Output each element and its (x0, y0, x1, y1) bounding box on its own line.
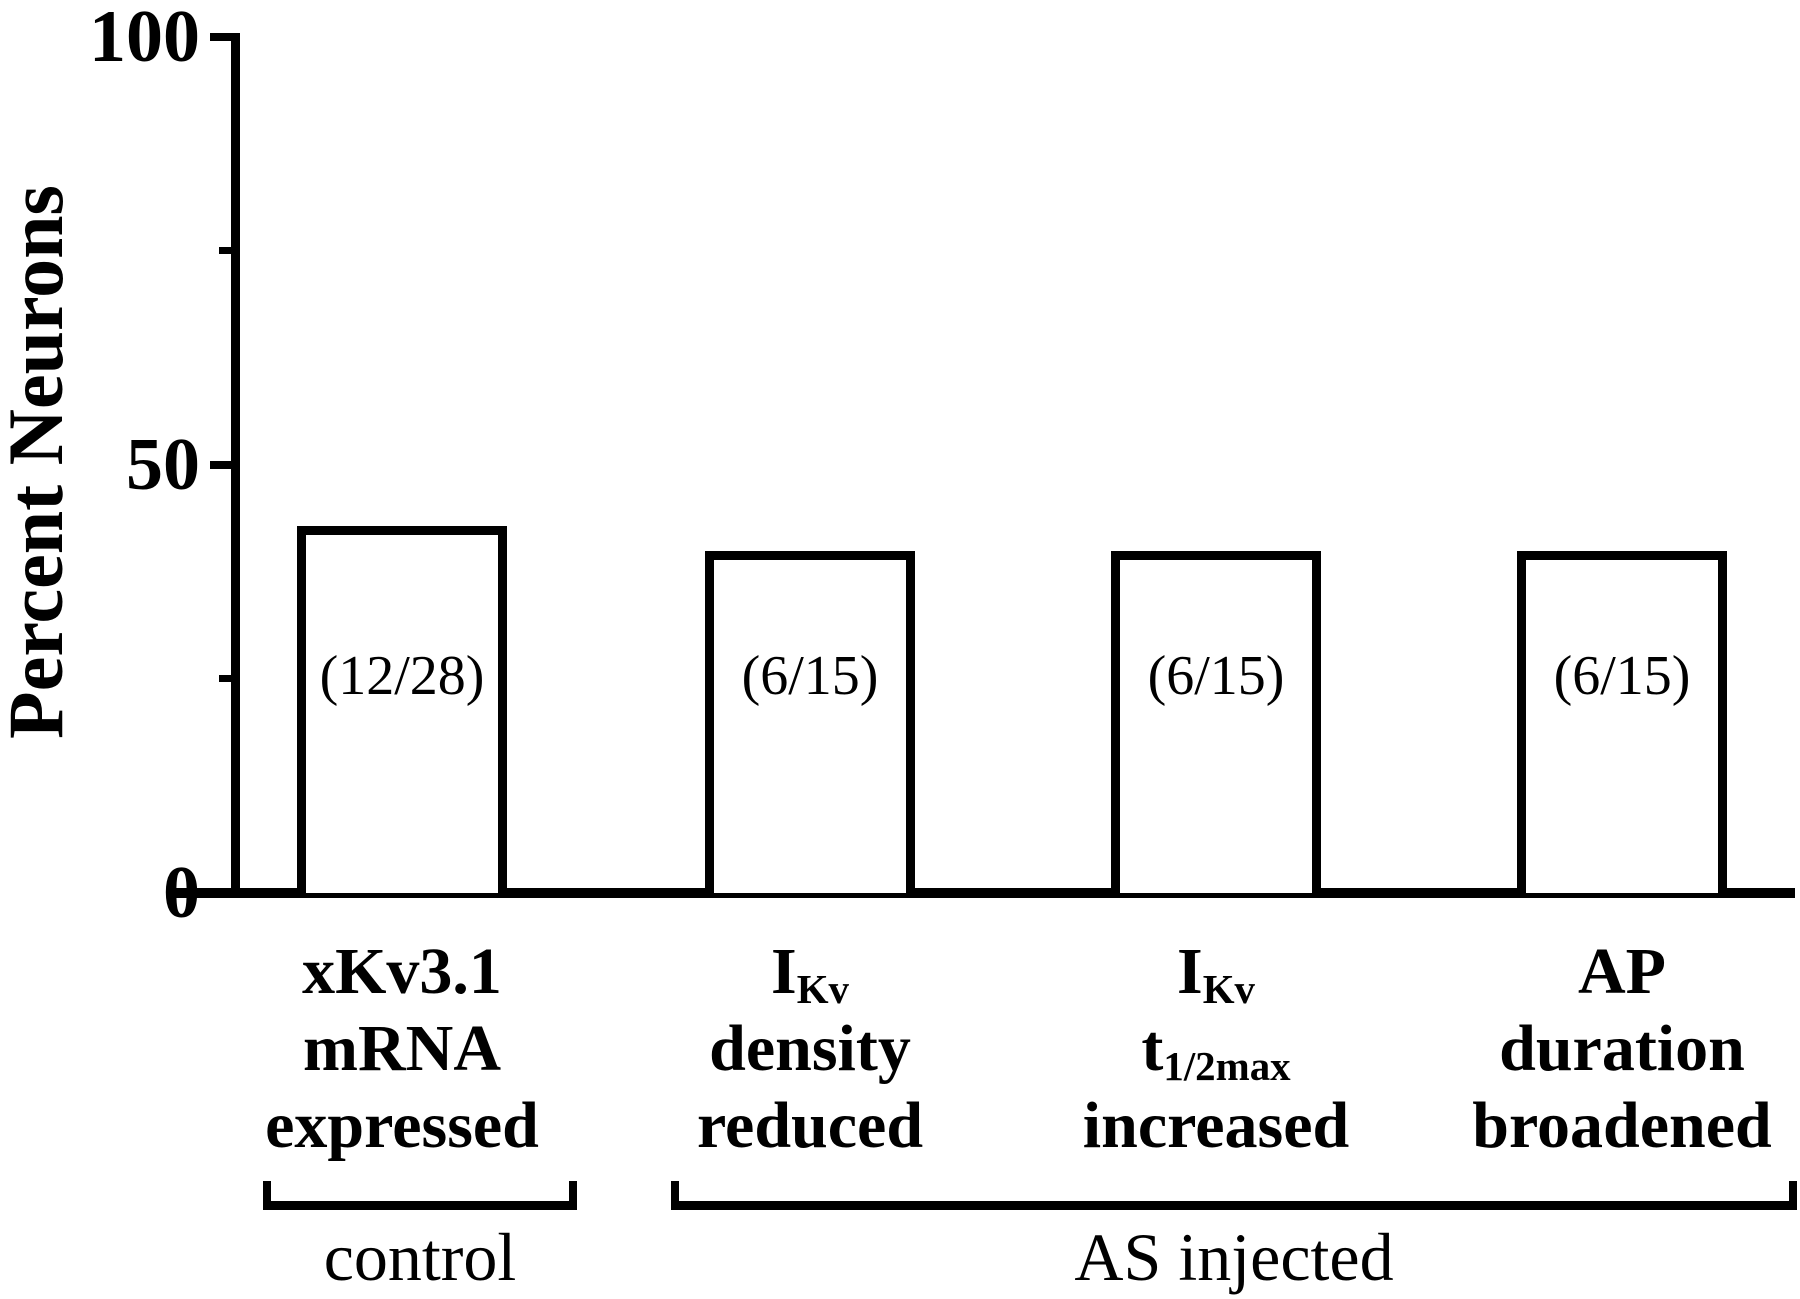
bar (1111, 551, 1321, 893)
bar-count-label: (6/15) (741, 645, 879, 707)
bar-count-label: (6/15) (1553, 645, 1691, 707)
bar (1517, 551, 1727, 893)
y-tick-minor (219, 247, 240, 254)
x-axis-line (175, 888, 1795, 898)
group-label: control (323, 1219, 517, 1295)
y-tick-major (210, 33, 240, 41)
category-label: xKv3.1 mRNA expressed (265, 935, 539, 1162)
y-tick-minor (219, 675, 240, 682)
category-label: AP duration broadened (1472, 935, 1772, 1162)
bar-count-label: (12/28) (319, 645, 485, 707)
y-tick-major (210, 461, 240, 469)
group-label: AS injected (1074, 1219, 1394, 1295)
y-tick-major (210, 889, 240, 897)
y-tick-label: 100 (89, 0, 200, 78)
bar (297, 526, 507, 893)
category-label: IKv density reduced (696, 935, 924, 1162)
category-label: IKv t1/2max increased (1082, 935, 1350, 1162)
group-bracket (671, 1181, 1797, 1210)
bar (705, 551, 915, 893)
y-tick-label: 50 (126, 424, 200, 506)
y-tick-label: 0 (163, 852, 200, 934)
group-bracket (263, 1181, 577, 1210)
bar-count-label: (6/15) (1147, 645, 1285, 707)
